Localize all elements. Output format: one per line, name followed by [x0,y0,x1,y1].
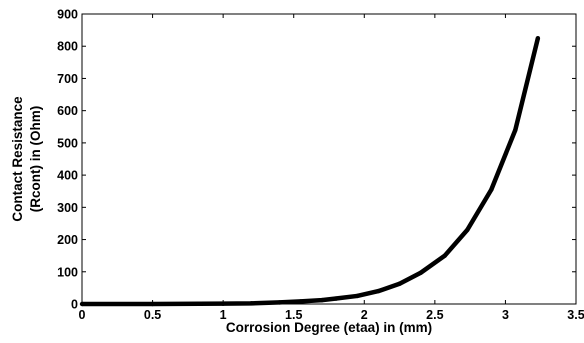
x-axis-label: Corrosion Degree (etaa) in (mm) [226,320,432,335]
x-tick-label: 0.5 [144,308,161,322]
data-point [249,301,253,305]
data-point [536,36,540,40]
y-axis-label-line-2: (Rcont) in (Ohm) [28,106,43,212]
data-point [299,299,303,303]
y-tick-label: 800 [57,40,78,54]
y-tick-label: 500 [57,136,78,150]
data-point [320,298,324,302]
y-tick-label: 700 [57,72,78,86]
data-point [376,289,380,293]
y-axis-label-line-1: Contact Resistance [10,96,25,222]
x-tick-label: 3 [502,308,509,322]
data-point [419,271,423,275]
y-tick-label: 600 [57,104,78,118]
y-tick-label: 300 [57,201,78,215]
y-tick-label: 200 [57,233,78,247]
y-tick-label: 400 [57,169,78,183]
data-point [334,296,338,300]
x-tick-label: 3.5 [567,308,584,322]
data-point [489,187,493,191]
data-point [443,253,447,257]
y-tick-label: 900 [57,8,78,22]
x-tick-label: 0 [79,308,86,322]
data-point [397,282,401,286]
data-point [355,294,359,298]
data-point [513,128,517,132]
y-tick-label: 0 [71,298,78,312]
data-point [465,228,469,232]
y-tick-label: 100 [57,265,78,279]
